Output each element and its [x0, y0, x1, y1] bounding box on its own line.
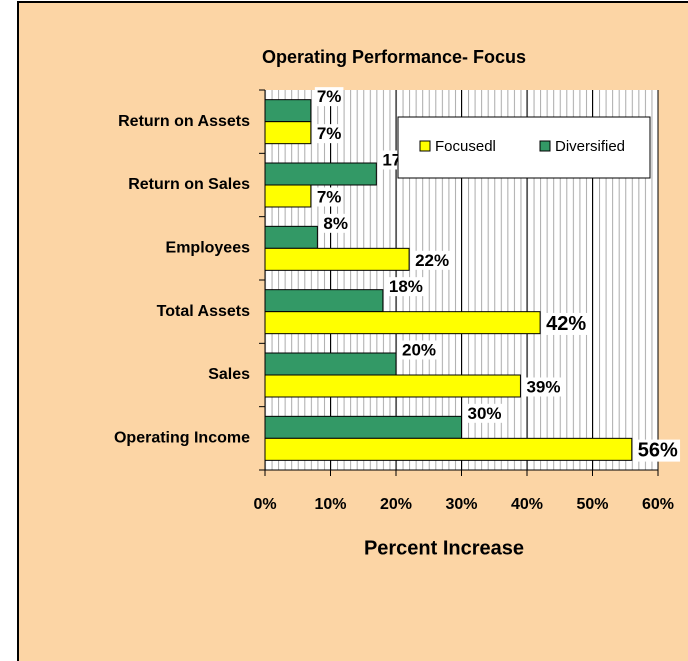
data-label-bg — [524, 377, 563, 397]
chart-title: Operating Performance- Focus — [262, 47, 526, 67]
bar — [264, 289, 384, 313]
y-tick-label: Employees — [166, 240, 251, 257]
data-label-bg — [321, 213, 350, 233]
data-label: 42% — [546, 313, 586, 335]
x-tick-label: 30% — [445, 496, 477, 513]
data-label-group: 22% — [413, 250, 452, 270]
x-tick-label: 0% — [253, 496, 276, 513]
data-label-group: 30% — [465, 403, 504, 423]
data-label: 30% — [468, 404, 502, 423]
y-tick-label: Sales — [208, 366, 250, 383]
data-label-group: 7% — [314, 124, 344, 144]
bar — [264, 99, 312, 123]
data-label-bg — [400, 340, 439, 360]
data-label-group: 7% — [314, 87, 344, 107]
data-label-bg — [314, 124, 344, 144]
legend-box — [397, 116, 651, 179]
x-axis-label: Percent Increase — [364, 537, 524, 559]
data-label-group: 39% — [524, 377, 563, 397]
bar — [264, 184, 312, 208]
legend-label: Focusedl — [435, 138, 496, 155]
legend-label: Diversified — [555, 138, 625, 155]
x-tick-label: 40% — [511, 496, 543, 513]
data-label-bg — [413, 250, 452, 270]
bar — [264, 247, 410, 271]
data-label-bg — [465, 403, 504, 423]
bar — [264, 162, 377, 186]
x-tick-label: 50% — [576, 496, 608, 513]
y-tick-label: Return on Sales — [128, 176, 250, 193]
bar — [264, 121, 312, 145]
data-label: 7% — [317, 187, 342, 206]
x-tick-label: 10% — [314, 496, 346, 513]
x-tick-label: 60% — [642, 496, 674, 513]
y-tick-label: Operating Income — [114, 430, 250, 447]
bar — [264, 352, 397, 376]
data-label-group: 7% — [314, 187, 344, 207]
data-label: 56% — [638, 440, 678, 462]
data-label-bg — [544, 312, 589, 335]
bar — [264, 311, 541, 335]
legend-swatch — [419, 140, 431, 152]
data-label-bg — [314, 187, 344, 207]
bar — [264, 374, 521, 398]
data-label-group: 18% — [386, 277, 425, 297]
bar — [264, 415, 462, 439]
legend-swatch — [539, 140, 551, 152]
data-label: 8% — [323, 214, 348, 233]
data-label: 22% — [415, 251, 449, 270]
data-label: 20% — [402, 340, 436, 359]
y-tick-label: Total Assets — [157, 303, 250, 320]
bar — [264, 225, 318, 249]
bar — [264, 437, 633, 461]
data-label-bg — [386, 277, 425, 297]
data-label-group: 42% — [544, 312, 589, 335]
data-label: 39% — [526, 377, 560, 396]
data-label-group: 8% — [321, 213, 350, 233]
y-tick-label: Return on Assets — [118, 113, 250, 130]
data-label-bg — [635, 439, 681, 462]
x-tick-label: 20% — [380, 496, 412, 513]
data-label-bg — [314, 87, 344, 107]
legend: Focusedl Diversified — [397, 116, 651, 179]
data-label: 7% — [317, 87, 342, 106]
data-label: 18% — [389, 277, 423, 296]
data-label-group: 56% — [635, 439, 681, 462]
data-label-group: 20% — [400, 340, 439, 360]
data-label: 7% — [317, 124, 342, 143]
